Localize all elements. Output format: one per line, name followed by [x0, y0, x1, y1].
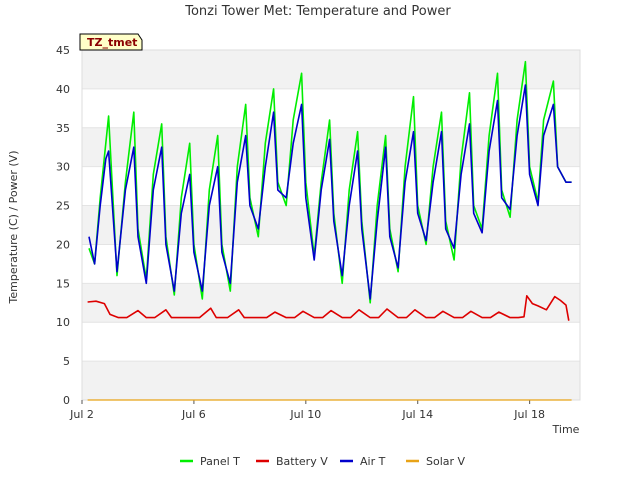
- series-lines: [87, 60, 572, 401]
- y-tick-label: 15: [56, 277, 70, 290]
- y-tick-label: 10: [56, 316, 70, 329]
- x-tick-label: Jul 2: [69, 408, 94, 421]
- x-tick-label: Jul 6: [181, 408, 206, 421]
- legend-label: Air T: [360, 455, 386, 468]
- site-label: TZ_tmet: [87, 36, 137, 49]
- x-tick-label: Jul 18: [513, 408, 545, 421]
- legend-item: Solar V: [406, 455, 466, 468]
- x-axis-label: Time: [552, 423, 580, 436]
- background-band: [82, 283, 580, 323]
- x-axis: Jul 2 Jul 6 Jul 10 Jul 14 Jul 18: [69, 400, 545, 421]
- y-tick-label: 40: [56, 83, 70, 96]
- series-line-panel-t: [88, 60, 572, 304]
- background-band: [82, 361, 580, 400]
- legend: Panel T Battery V Air T Solar V: [180, 455, 466, 468]
- legend-item: Panel T: [180, 455, 240, 468]
- x-tick-label: Jul 14: [401, 408, 433, 421]
- series-line-air-t: [88, 84, 572, 300]
- background-band: [82, 205, 580, 245]
- y-tick-label: 35: [56, 122, 70, 135]
- y-axis-label: Temperature (C) / Power (V): [7, 150, 20, 304]
- legend-label: Battery V: [276, 455, 328, 468]
- legend-label: Panel T: [200, 455, 240, 468]
- y-tick-label: 5: [63, 355, 70, 368]
- legend-item: Battery V: [256, 455, 328, 468]
- background-band: [82, 50, 580, 89]
- y-tick-label: 20: [56, 238, 70, 251]
- site-label-box: TZ_tmet: [79, 33, 143, 51]
- legend-item: Air T: [340, 455, 386, 468]
- series-line-battery-v: [87, 294, 570, 321]
- legend-label: Solar V: [426, 455, 466, 468]
- x-tick-label: Jul 10: [289, 408, 321, 421]
- background-bands: [82, 50, 580, 400]
- y-tick-label: 25: [56, 200, 70, 213]
- y-tick-label: 30: [56, 161, 70, 174]
- y-tick-label: 0: [63, 394, 70, 407]
- site-label-bg: [79, 33, 143, 51]
- y-tick-label: 45: [56, 44, 70, 57]
- chart-title: Tonzi Tower Met: Temperature and Power: [184, 4, 451, 19]
- y-axis: 0 5 10 15 20 25 30 35 40 45: [56, 44, 70, 407]
